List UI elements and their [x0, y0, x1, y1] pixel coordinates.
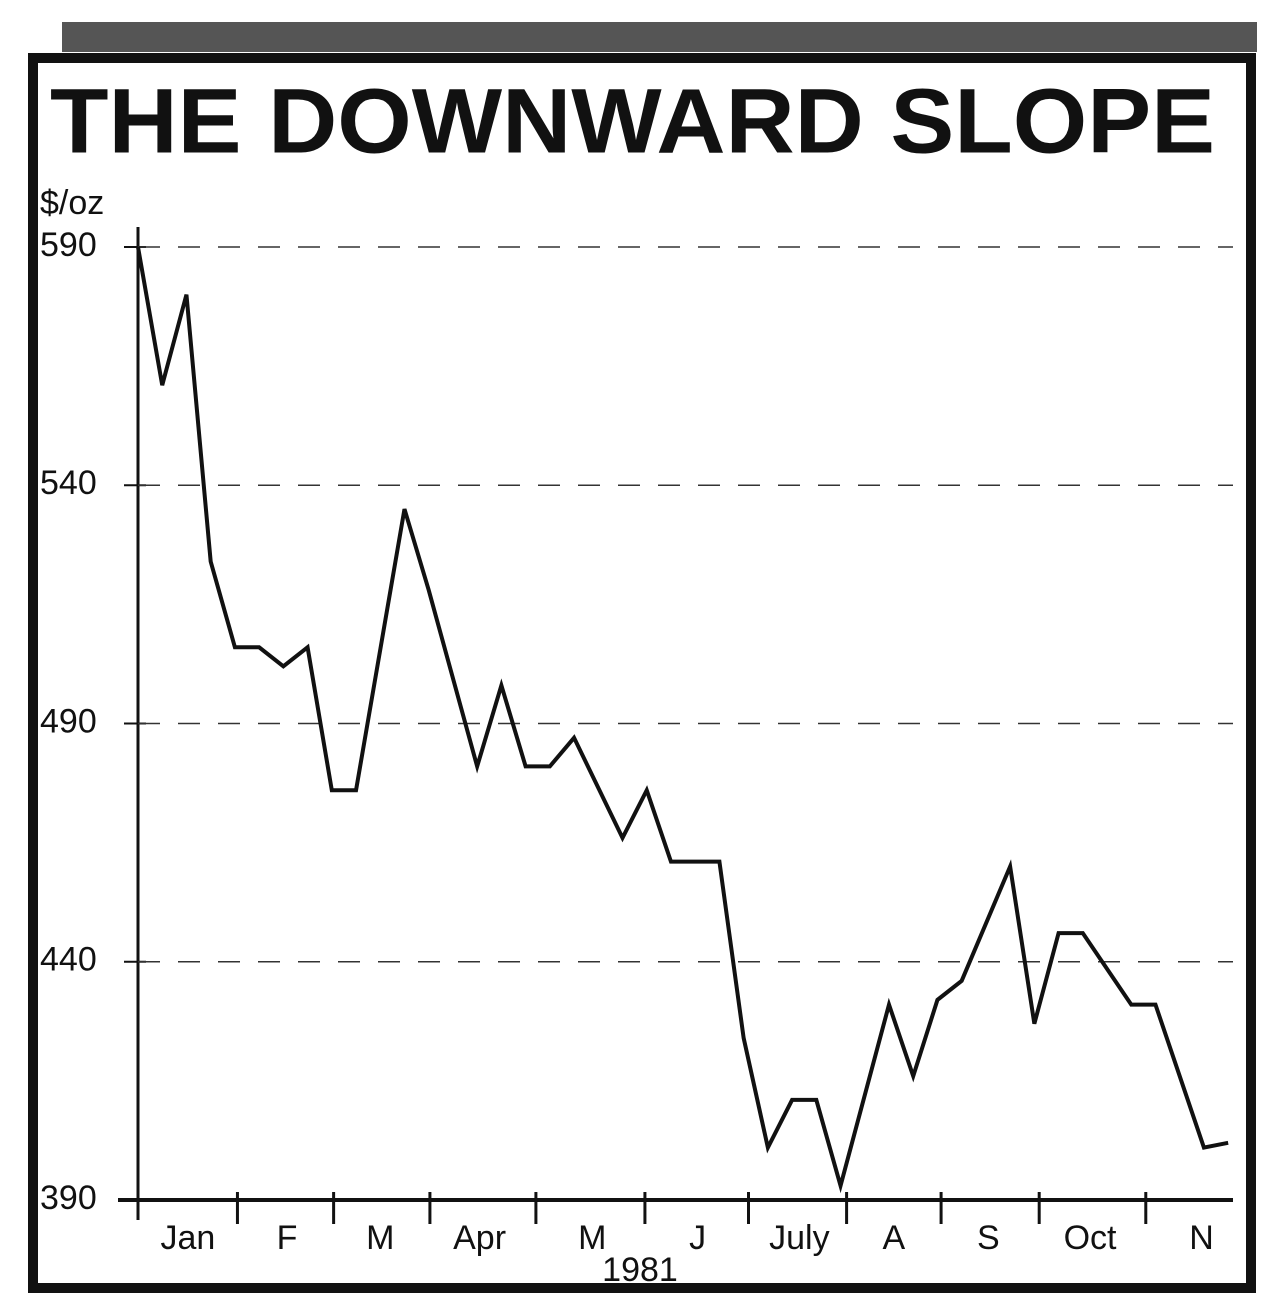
y-tick-label: 390 — [40, 1179, 97, 1217]
x-tick-label: S — [977, 1219, 1000, 1257]
x-tick-label: Jan — [160, 1219, 215, 1257]
chart-title: THE DOWNWARD SLOPE — [50, 70, 1215, 172]
y-tick-label: 590 — [40, 226, 97, 264]
y-tick-label: 540 — [40, 464, 97, 502]
x-tick-label: July — [769, 1219, 829, 1257]
x-tick-label: J — [689, 1219, 706, 1257]
x-tick-label: Oct — [1064, 1219, 1117, 1257]
x-tick-label: N — [1189, 1219, 1214, 1257]
x-tick-label: Apr — [453, 1219, 506, 1257]
y-tick-label: 440 — [40, 941, 97, 979]
x-tick-label: A — [882, 1219, 905, 1257]
x-axis-label: 1981 — [602, 1251, 678, 1289]
y-axis-label: $/oz — [40, 184, 104, 222]
x-tick-label: M — [366, 1219, 394, 1257]
x-tick-label: M — [578, 1219, 606, 1257]
frame — [28, 53, 1256, 1293]
price-line — [136, 246, 1229, 1194]
top-bar — [62, 22, 1257, 52]
x-tick-label: F — [277, 1219, 298, 1257]
y-tick-label: 490 — [40, 702, 97, 740]
